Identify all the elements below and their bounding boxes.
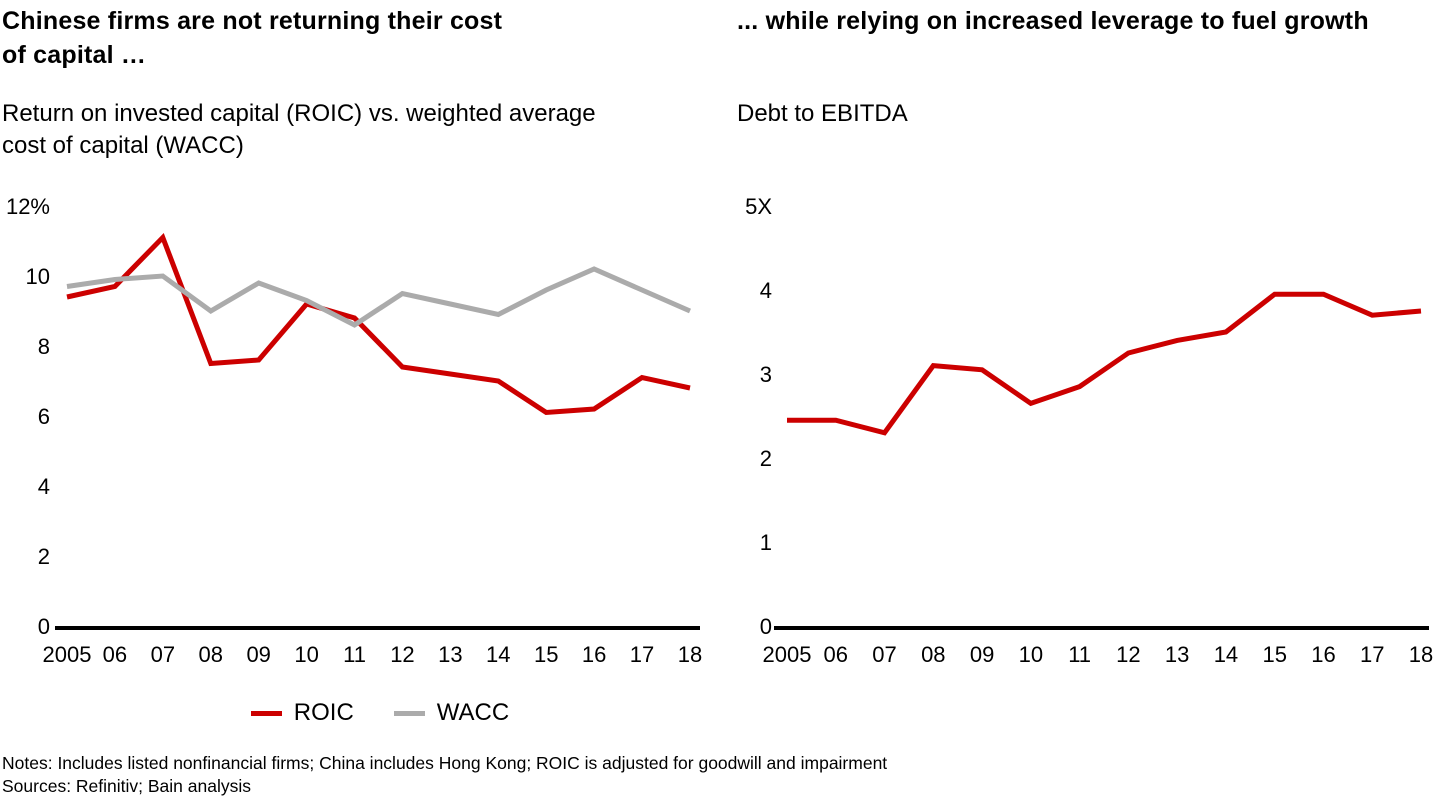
y-tick-label: 1 [760, 530, 772, 555]
x-tick-label: 14 [1214, 642, 1238, 667]
y-tick-label: 5X [745, 194, 772, 219]
roic-line [66, 232, 691, 416]
notes-line: Notes: Includes listed nonfinancial firm… [2, 753, 888, 773]
x-tick-label: 12 [390, 642, 414, 667]
y-tick-label: 10 [26, 264, 50, 289]
legend-label-roic: ROIC [293, 699, 354, 726]
y-tick-label: 0 [38, 614, 50, 639]
x-tick-label: 10 [294, 642, 318, 667]
roic-wacc-chart: 0 2 4 6 8 10 12% 2005 06 07 08 09 10 11 12 13 14 15 16 17 18 [6, 194, 702, 667]
y-tick-label: 8 [38, 334, 50, 359]
x-tick-label: 15 [1262, 642, 1286, 667]
wacc-line [66, 266, 692, 328]
debt-to-ebitda-line [787, 291, 1422, 436]
x-tick-label: 16 [582, 642, 606, 667]
left-chart-subtitle: Return on invested capital (ROIC) vs. we… [2, 100, 596, 159]
x-tick-label: 18 [1409, 642, 1433, 667]
sources-line: Sources: Refinitiv; Bain analysis [2, 776, 251, 796]
y-tick-label: 4 [38, 474, 50, 499]
left-chart-legend: ROIC WACC [220, 697, 540, 729]
x-tick-label: 13 [438, 642, 462, 667]
x-tick-label: 07 [872, 642, 896, 667]
left-chart-title: Chinese firms are not returning their co… [2, 7, 503, 69]
y-tick-label: 4 [760, 278, 772, 303]
x-tick-label: 16 [1311, 642, 1335, 667]
y-tick-label: 0 [760, 614, 772, 639]
x-tick-label: 06 [824, 642, 848, 667]
legend-label-wacc: WACC [436, 699, 510, 726]
roic-line-swatch [250, 710, 282, 716]
x-tick-label: 12 [1116, 642, 1140, 667]
x-tick-label: 10 [1019, 642, 1043, 667]
x-tick-label: 13 [1165, 642, 1189, 667]
x-tick-label: 14 [486, 642, 510, 667]
x-tick-label: 17 [630, 642, 654, 667]
legend-item-roic: ROIC [250, 699, 354, 727]
x-tick-label: 07 [151, 642, 175, 667]
x-tick-label: 2005 [763, 642, 812, 667]
x-tick-label: 11 [343, 642, 366, 667]
x-tick-label: 15 [534, 642, 558, 667]
x-tick-label: 18 [678, 642, 702, 667]
x-tick-label: 08 [199, 642, 223, 667]
y-tick-label: 3 [760, 362, 772, 387]
x-tick-label: 09 [246, 642, 270, 667]
y-tick-label: 6 [38, 404, 50, 429]
wacc-line-swatch [393, 710, 425, 716]
legend-item-wacc: WACC [393, 699, 510, 727]
footnotes: Notes: Includes listed nonfinancial firm… [2, 752, 1202, 798]
x-tick-label: 08 [921, 642, 945, 667]
y-tick-label: 12% [6, 194, 50, 219]
y-tick-label: 2 [38, 544, 50, 569]
x-tick-label: 17 [1360, 642, 1384, 667]
y-tick-label: 2 [760, 446, 772, 471]
right-chart-title: ... while relying on increased leverage … [737, 7, 1369, 35]
right-chart-subtitle: Debt to EBITDA [737, 100, 908, 127]
x-tick-label: 09 [970, 642, 994, 667]
x-tick-label: 11 [1068, 642, 1091, 667]
x-tick-label: 2005 [43, 642, 92, 667]
x-tick-label: 06 [103, 642, 127, 667]
